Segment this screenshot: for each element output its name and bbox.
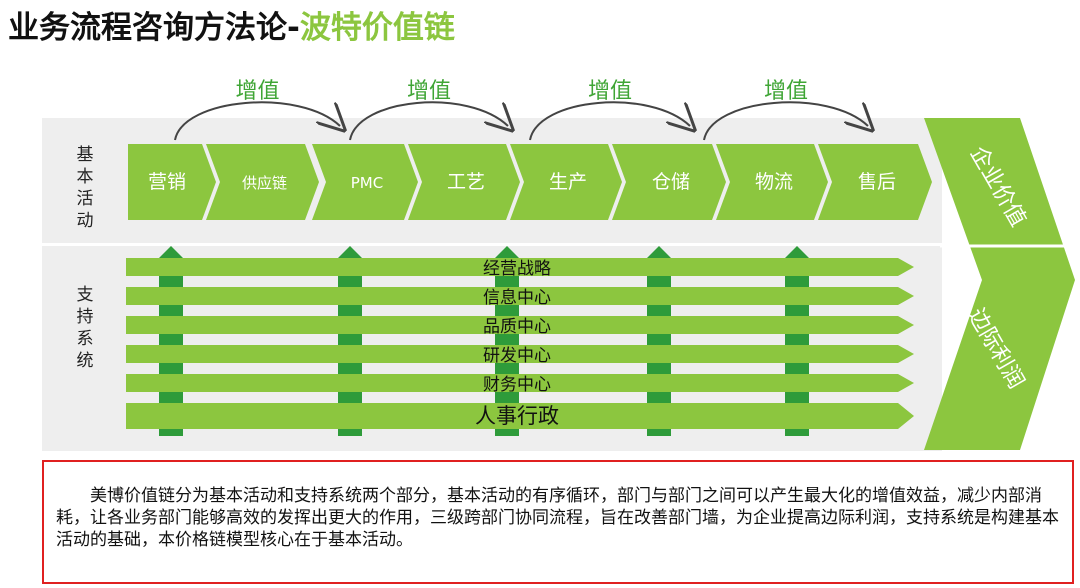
primary-activity-label: 售后 <box>858 171 896 193</box>
primary-activity-chevron: 仓储 <box>612 144 726 220</box>
connector-tip <box>159 246 183 258</box>
primary-activity-chevron: 工艺 <box>408 144 520 220</box>
value-chain-diagram: 基本活动 支持系统 企业价值 边际利润 经营战略信息中心品质中心研发中心财务中心… <box>42 79 1075 451</box>
support-bar: 经营战略 <box>126 258 914 279</box>
page-title: 业务流程咨询方法论-波特价值链 <box>8 8 455 48</box>
value-add-label: 增值 <box>235 79 279 104</box>
connector-tip <box>647 246 671 258</box>
primary-activity-chevron: 生产 <box>510 144 622 220</box>
primary-activity-label: 营销 <box>148 171 186 193</box>
support-bar: 研发中心 <box>126 345 914 366</box>
support-bar: 财务中心 <box>126 374 914 395</box>
value-add-curves: 增值 增值 增值 增值 <box>174 79 868 141</box>
primary-activity-chevron: 物流 <box>716 144 828 220</box>
support-bar-label: 信息中心 <box>483 288 551 308</box>
connector-tip <box>495 246 519 258</box>
value-add-arrow: 增值 <box>703 79 868 141</box>
support-label: 支持系统 <box>77 285 94 371</box>
primary-activity-label: 生产 <box>549 171 587 193</box>
primary-activity-chevron: 售后 <box>818 144 932 220</box>
support-bar-label: 财务中心 <box>483 375 551 395</box>
page-title-accent: 波特价值链 <box>299 10 455 46</box>
support-bar: 信息中心 <box>126 287 914 308</box>
description-text: 美博价值链分为基本活动和支持系统两个部分，基本活动的有序循环，部门与部门之间可以… <box>56 486 1059 550</box>
primary-label: 基本活动 <box>77 145 94 231</box>
connector-tip <box>785 246 809 258</box>
support-bar: 人事行政 <box>126 403 914 429</box>
primary-activity-label: 仓储 <box>652 171 690 193</box>
primary-activity-chevron: 供应链 <box>206 144 319 220</box>
value-add-label: 增值 <box>407 79 451 104</box>
primary-activity-label: 工艺 <box>447 171 485 193</box>
support-bar-label: 研发中心 <box>483 346 551 366</box>
connector-tip <box>338 246 362 258</box>
primary-activity-chevron: 营销 <box>128 144 216 220</box>
primary-activity-label: PMC <box>351 174 383 192</box>
primary-activity-label: 供应链 <box>242 174 287 192</box>
primary-chevrons: 营销 供应链 PMC 工艺 生产 仓储 物流 售后 <box>128 144 932 220</box>
page-title-main: 业务流程咨询方法论- <box>8 10 300 46</box>
support-bar-label: 人事行政 <box>475 404 559 428</box>
value-add-arrow: 增值 <box>174 79 340 141</box>
value-add-arrow: 增值 <box>349 79 508 141</box>
primary-activity-label: 物流 <box>755 171 793 193</box>
support-bar: 品质中心 <box>126 316 914 337</box>
value-add-arrow: 增值 <box>529 79 690 141</box>
enterprise-value-arrow <box>924 118 1075 450</box>
description-box <box>42 460 1074 584</box>
support-bar-label: 经营战略 <box>483 259 551 279</box>
primary-activity-chevron: PMC <box>312 144 418 220</box>
value-add-label: 增值 <box>764 79 808 104</box>
support-bar-label: 品质中心 <box>483 317 551 337</box>
value-add-label: 增值 <box>588 79 632 104</box>
